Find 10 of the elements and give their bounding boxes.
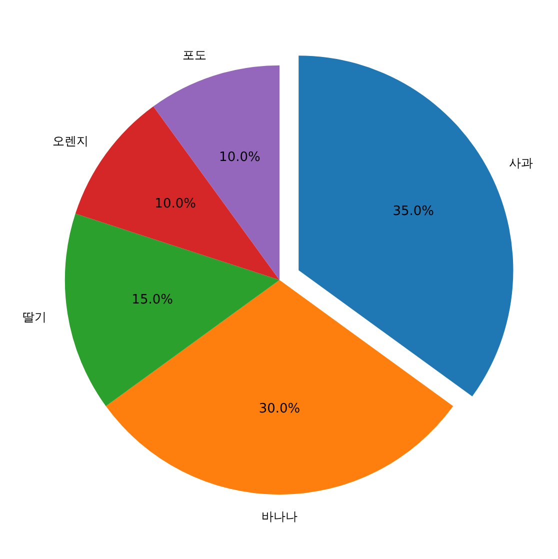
slice-label: 오렌지: [52, 134, 89, 148]
slice-label: 포도: [182, 48, 207, 62]
data-label: 30.0%: [258, 402, 300, 416]
slice-label: 딸기: [22, 310, 46, 324]
data-label: 15.0%: [132, 292, 173, 308]
data-label: 10.0%: [219, 150, 260, 165]
data-label: 35.0%: [392, 204, 434, 220]
slice-label: 사과: [508, 156, 533, 170]
slice-label: 바나나: [262, 510, 298, 524]
data-label: 10.0%: [154, 196, 196, 212]
